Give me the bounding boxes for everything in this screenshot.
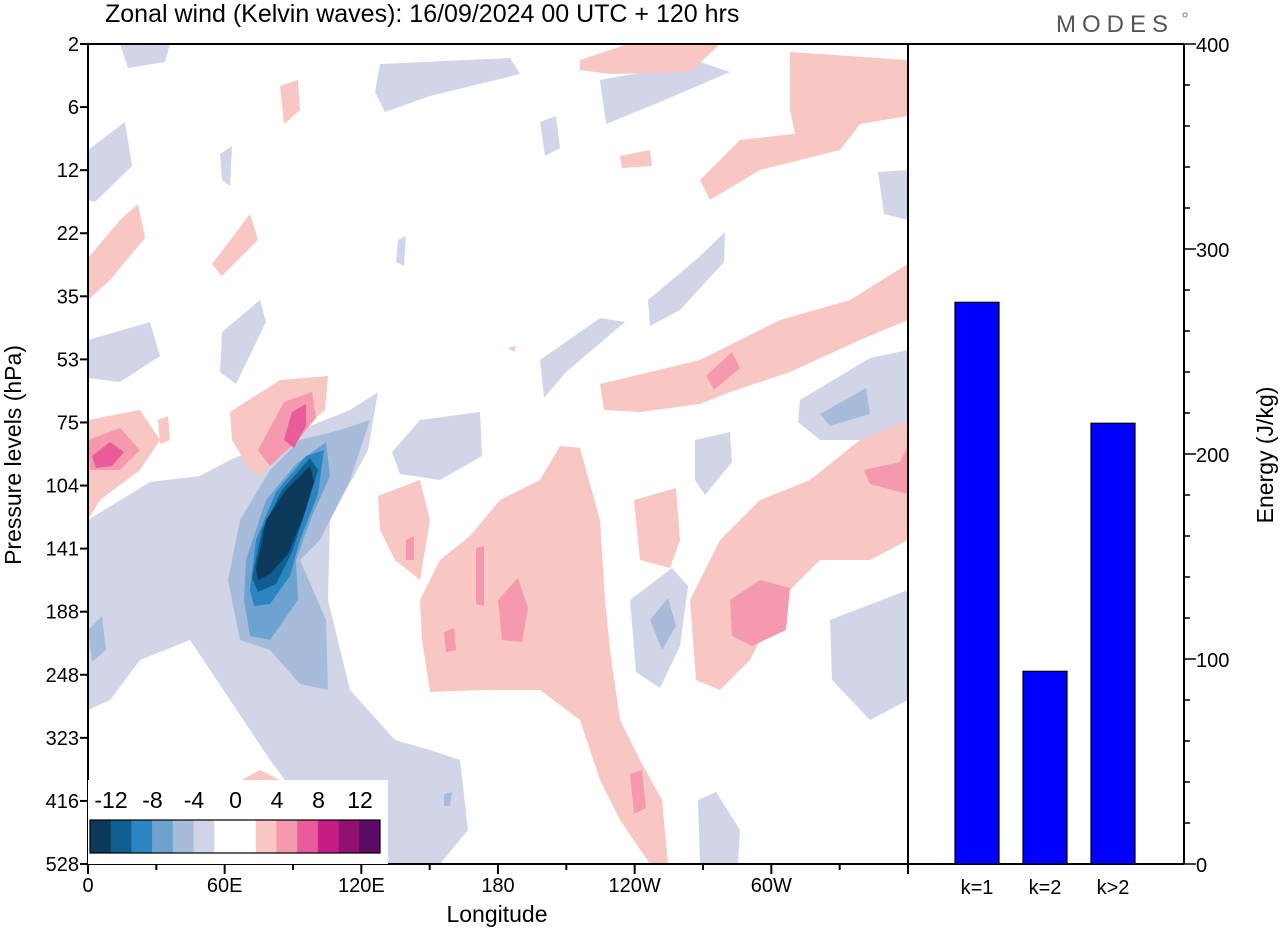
colorbar-swatch	[131, 820, 153, 853]
colorbar-legend: -12 -8 -4 0 4 8 12	[88, 780, 388, 864]
energy-tick-label: 200	[1196, 445, 1229, 467]
colorbar-swatch	[172, 820, 194, 853]
contour-pos-strong	[92, 404, 306, 468]
brand-logo: MODES	[1056, 11, 1174, 38]
colorbar-swatch	[297, 820, 319, 853]
colorbar-swatch	[193, 820, 215, 853]
y-axis-label: Pressure levels (hPa)	[0, 345, 26, 565]
colorbar-label: 12	[347, 787, 373, 813]
energy-bar	[1090, 422, 1136, 865]
y-tick-label: 104	[46, 476, 79, 498]
y-tick-label: 248	[46, 665, 79, 687]
colorbar-label: -4	[184, 787, 205, 813]
y-tick-label: 12	[57, 160, 79, 182]
colorbar-swatch	[338, 820, 360, 853]
colorbar-label: 0	[229, 787, 242, 813]
energy-tick-label: 400	[1196, 35, 1229, 57]
y-tick-label: 22	[57, 223, 79, 245]
contour-neg-2	[88, 44, 908, 864]
energy-bar	[1022, 670, 1068, 865]
colorbar-label: -8	[142, 787, 162, 813]
y-tick-label: 35	[57, 286, 79, 308]
y-tick-label: 6	[68, 97, 79, 119]
colorbar-swatch	[235, 820, 257, 853]
colorbar-swatch	[317, 820, 339, 853]
colorbar-frame	[89, 819, 381, 854]
x-axis-label: Longitude	[446, 901, 547, 927]
contour-pos-4	[88, 352, 908, 814]
energy-bar-panel: k=1 k=2 k>2 0 100 200 300 400 Energy (J/kg)	[908, 35, 1278, 899]
x-tick-label: 180	[481, 875, 514, 897]
x-tick-label: 120E	[338, 875, 385, 897]
colorbar-swatch	[110, 820, 132, 853]
y-tick-label: 141	[46, 539, 79, 561]
plot-frame	[87, 43, 909, 865]
energy-axis-label: Energy (J/kg)	[1252, 387, 1278, 524]
energy-tick-label: 100	[1196, 650, 1229, 672]
energy-bar	[954, 301, 1000, 865]
colorbar-swatch	[255, 820, 277, 853]
x-tick-label: 60E	[207, 875, 243, 897]
longitude-axis: 0 60E 120E 180 120W 60W	[82, 864, 909, 897]
pressure-axis: 2 6 12 22 35 53 75 104 141 188 248 323 416 528	[46, 34, 88, 876]
bar-category-label: k=2	[1029, 877, 1062, 899]
x-tick-label: 120W	[609, 875, 661, 897]
contour-pos-2	[88, 44, 908, 864]
y-tick-label: 323	[46, 728, 79, 750]
y-tick-label: 528	[46, 854, 79, 876]
energy-tick-label: 0	[1196, 855, 1207, 877]
bar-category-label: k=1	[961, 877, 994, 899]
contour-neg-strong	[244, 442, 330, 640]
bar-category-label: k>2	[1097, 877, 1130, 899]
colorbar-swatch	[90, 820, 112, 853]
energy-tick-label: 300	[1196, 240, 1229, 262]
y-tick-label: 53	[57, 349, 79, 371]
chart-title: Zonal wind (Kelvin waves): 16/09/2024 00…	[105, 0, 739, 28]
colorbar-swatch	[359, 820, 381, 853]
colorbar-label: 4	[271, 787, 284, 813]
y-tick-label: 75	[57, 412, 79, 434]
x-tick-label: 0	[82, 875, 93, 897]
colorbar-swatch	[276, 820, 298, 853]
y-tick-label: 2	[68, 34, 79, 56]
colorbar-swatch	[214, 820, 236, 853]
x-tick-label: 60W	[751, 875, 792, 897]
registered-mark	[1182, 12, 1188, 18]
colorbar-label: 8	[312, 787, 325, 813]
y-tick-label: 188	[46, 602, 79, 624]
contour-field	[88, 44, 908, 864]
y-tick-label: 416	[46, 791, 79, 813]
colorbar-swatch	[152, 820, 174, 853]
colorbar-label: -12	[94, 787, 127, 813]
